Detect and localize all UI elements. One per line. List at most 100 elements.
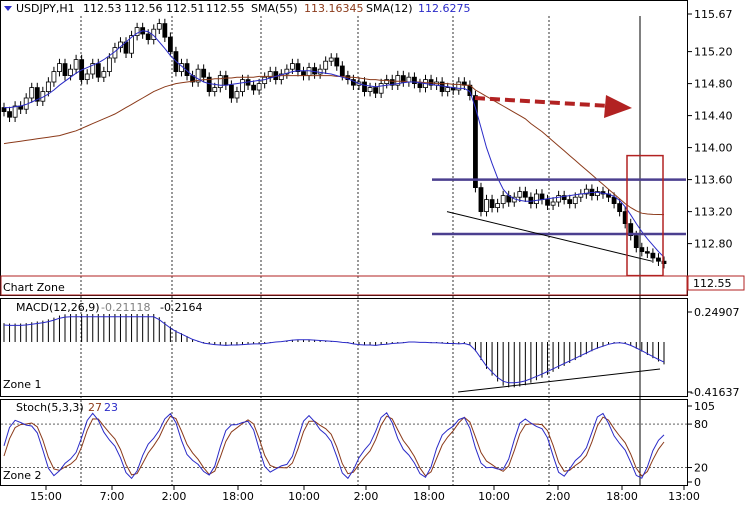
candle-body	[522, 191, 528, 198]
candle-body	[572, 196, 578, 204]
stoch-tick-label: 20	[694, 462, 708, 475]
time-tick-label: 7:00	[100, 490, 125, 503]
ohlc-open: 112.53	[83, 2, 122, 15]
current-price-marker	[687, 275, 745, 291]
candle-body	[495, 203, 501, 209]
candle-body	[561, 195, 567, 201]
candle-body	[473, 95, 478, 188]
candle-body	[567, 199, 573, 205]
candle-body	[661, 260, 667, 265]
stoch-axis: 105 80 200	[688, 400, 715, 489]
candle-body	[201, 68, 207, 78]
candle-body	[278, 73, 284, 80]
time-tick-label: 18:00	[222, 490, 254, 503]
candle-body	[528, 196, 534, 204]
candle-body	[328, 57, 334, 62]
candle-body	[611, 196, 617, 204]
chart-zone-label: Chart Zone	[3, 281, 65, 294]
time-tick-label: 2:00	[354, 490, 379, 503]
candle-body	[12, 105, 18, 118]
direction-arrow	[474, 95, 632, 118]
candle-body	[317, 68, 323, 75]
price-tick-label: 115.67	[694, 8, 733, 21]
candle-body	[84, 73, 90, 80]
time-tick-label: 10:00	[288, 490, 320, 503]
candle-body	[362, 81, 367, 92]
price-tick-label: 113.60	[694, 174, 733, 187]
horizontal-levels	[432, 178, 686, 236]
price-tick-label: 113.20	[694, 206, 733, 219]
stoch-signal-line	[3, 415, 665, 477]
main-pane-frame	[0, 0, 688, 296]
candle-body	[306, 67, 312, 76]
zone2-label: Zone 2	[3, 469, 42, 482]
candle-body	[228, 84, 234, 99]
candle-body	[456, 81, 462, 91]
candle-body	[550, 201, 556, 206]
stoch-main-line	[3, 412, 665, 480]
candle-body	[489, 199, 495, 209]
candle-body	[323, 60, 329, 70]
candle-body	[484, 199, 489, 213]
candle-body	[290, 63, 295, 70]
candle-body	[539, 193, 545, 200]
candle-body	[101, 71, 107, 78]
candle-body	[1, 107, 7, 112]
candle-body	[167, 36, 173, 53]
candle-body	[34, 87, 40, 102]
price-tick-label: 114.80	[694, 78, 733, 91]
time-tick-label: 2:00	[162, 490, 187, 503]
candle-body	[145, 33, 151, 40]
time-tick-label: 2:00	[546, 490, 571, 503]
candle-body	[73, 59, 79, 70]
candle-body	[406, 76, 412, 83]
candle-body	[400, 75, 406, 83]
candle-body	[62, 63, 68, 76]
price-axis: 115.67 115.20 114.80 114.40 114.00 113.60 113.…	[688, 8, 733, 289]
support-trendline	[446, 211, 653, 262]
candle-body	[644, 251, 650, 254]
current-price-label: 112.55	[693, 277, 732, 290]
candle-body	[656, 257, 661, 262]
sma12-label: SMA(12)	[366, 2, 413, 15]
macd-value-2: -0.2164	[160, 301, 202, 314]
price-tick-label: 115.20	[694, 46, 733, 59]
sma55-value: 113.16345	[304, 2, 364, 15]
candle-body	[650, 252, 656, 259]
ohlc-low: 112.51	[166, 2, 205, 15]
candle-body	[500, 195, 506, 205]
candle-body	[240, 79, 245, 92]
candle-body	[373, 87, 378, 94]
stoch-value-1: 27	[88, 401, 102, 414]
candle-body	[312, 67, 317, 75]
time-tick-label: 18:00	[606, 490, 638, 503]
macd-max-tick: 0.24907	[694, 306, 740, 319]
candle-body	[378, 83, 384, 94]
price-tick-label: 112.80	[694, 238, 733, 251]
candle-body	[583, 188, 589, 195]
candle-body	[439, 81, 445, 92]
macd-value-1: -0.21118	[101, 301, 150, 314]
stoch-tick-label: 80	[694, 418, 708, 431]
candle-body	[639, 247, 645, 253]
candle-body	[217, 75, 223, 88]
chart-header: USDJPY,H1 112.53 112.56 112.51 112.55 SM…	[4, 2, 471, 15]
ohlc-close: 112.55	[206, 2, 245, 15]
candle-body	[395, 75, 401, 86]
candle-body	[445, 87, 451, 92]
candle-body	[384, 79, 390, 84]
candle-body	[45, 81, 51, 92]
dropdown-triangle-icon[interactable]	[4, 6, 12, 11]
candle-body	[478, 187, 484, 213]
chart-zone-band	[0, 275, 688, 296]
candle-body	[7, 111, 12, 118]
time-axis: 15:00 7:00 2:00 18:00 10:00 2:00 18:00 10:00 2:0…	[30, 486, 700, 503]
candle-body	[95, 63, 101, 78]
candle-body	[29, 87, 35, 99]
candle-body	[545, 199, 550, 206]
candle-body	[284, 68, 290, 75]
candle-body	[412, 76, 417, 84]
candle-body	[223, 75, 229, 86]
candle-body	[517, 191, 523, 198]
